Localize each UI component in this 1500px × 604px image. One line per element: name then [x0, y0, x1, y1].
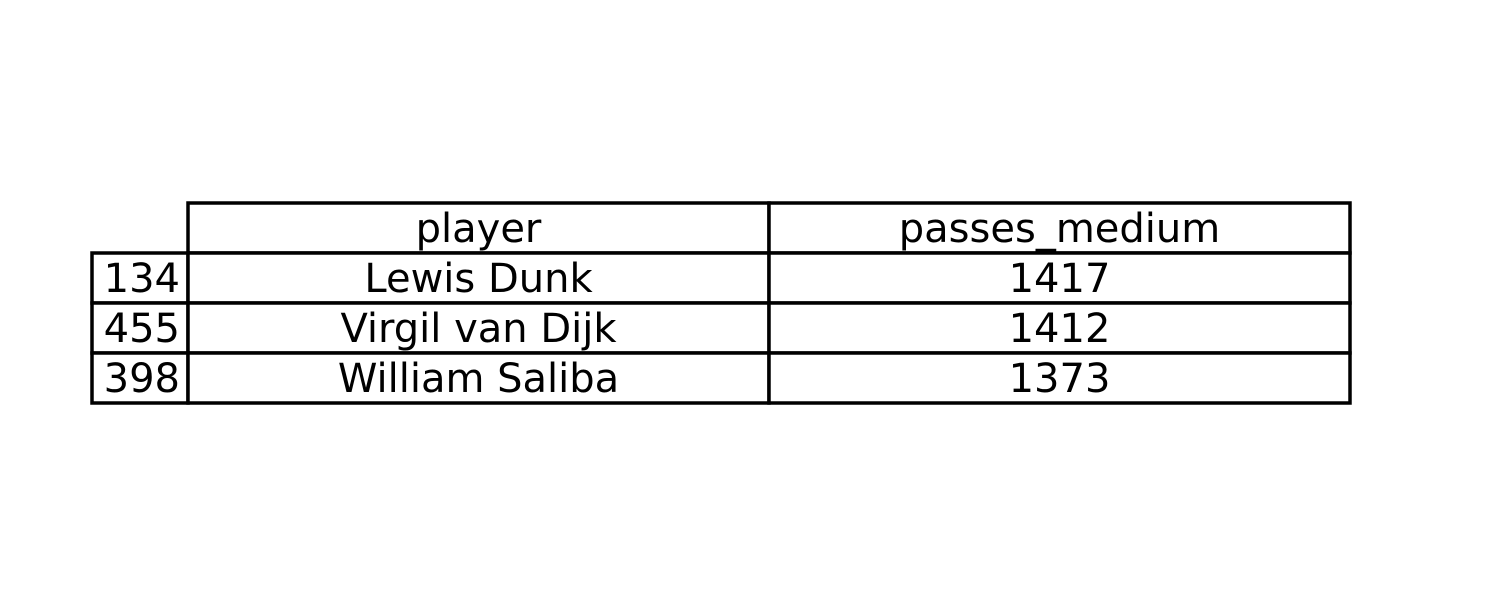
header-cell: [186, 201, 771, 255]
column-header: player: [416, 206, 542, 252]
row-index-label: 455: [104, 306, 180, 352]
table-cell-value: 1412: [1009, 306, 1111, 352]
row-index-label: 134: [104, 256, 180, 302]
table-cell-value: William Saliba: [338, 356, 619, 402]
table-cell: [186, 351, 771, 405]
table-cell-value: 1373: [1009, 356, 1111, 402]
table-cell: [767, 301, 1352, 355]
row-index-label: 398: [104, 356, 180, 402]
table-cell-value: Lewis Dunk: [364, 256, 593, 302]
table-cell-value: 1417: [1009, 256, 1111, 302]
row-index-cell: [90, 351, 190, 405]
table-cell: [767, 351, 1352, 405]
column-header: passes_medium: [899, 206, 1220, 252]
table-cell-value: Virgil van Dijk: [340, 306, 617, 352]
